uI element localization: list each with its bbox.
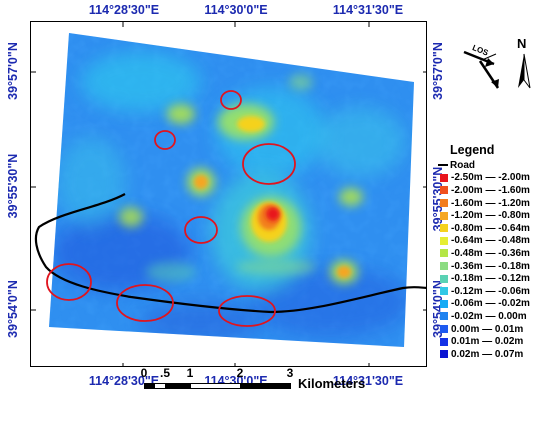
legend-class-row: -0.48m — -0.36m (436, 247, 550, 260)
legend-class-row: 0.02m — 0.07m (436, 348, 550, 361)
legend-class-label: -0.02m — 0.00m (451, 310, 527, 322)
scalebar: 0 .5 1 2 3 Kilometers (140, 366, 440, 406)
insar-image (49, 33, 414, 347)
subsidence-circle (218, 295, 276, 327)
legend-class-row: -0.18m — -0.12m (436, 272, 550, 285)
left-latitude-label: 39°54'0"N (6, 280, 20, 338)
scale-tick-label: 2 (236, 366, 244, 380)
scale-segment (165, 383, 191, 389)
legend-swatch (440, 173, 448, 182)
legend-class-row: -1.60m — -1.20m (436, 197, 550, 210)
legend-class-label: -2.00m — -1.60m (451, 184, 530, 196)
legend-title: Legend (450, 143, 495, 157)
subsidence-circle (116, 284, 174, 322)
legend-swatch (440, 299, 448, 308)
legend-swatch (440, 211, 448, 220)
legend-swatch (440, 199, 448, 208)
legend-road: Road (436, 159, 550, 172)
subsidence-circle (220, 90, 242, 110)
subsidence-circle (46, 263, 92, 301)
legend-swatch (440, 224, 448, 233)
legend-class-label: -1.20m — -0.80m (451, 210, 530, 222)
legend-class-row: -2.00m — -1.60m (436, 184, 550, 197)
legend-swatch (440, 337, 448, 346)
left-latitude-label: 39°57'0"N (6, 42, 20, 100)
legend-swatch (440, 350, 448, 359)
right-latitude-label: 39°57'0"N (431, 42, 445, 100)
legend-class-row: -0.06m — -0.02m (436, 298, 550, 311)
subsidence-circle (242, 143, 296, 185)
deformation-map (31, 22, 426, 366)
legend-class-label: -1.60m — -1.20m (451, 197, 530, 209)
scale-tick-label: 3 (286, 366, 294, 380)
legend-class-row: -0.02m — 0.00m (436, 310, 550, 323)
legend-class-row: -0.80m — -0.64m (436, 222, 550, 235)
legend-swatch (440, 236, 448, 245)
left-latitude-label: 39°55'30"N (6, 153, 20, 219)
legend-swatch (440, 287, 448, 296)
legend-class-label: -0.36m — -0.18m (451, 260, 530, 272)
graticule-ticks (31, 22, 426, 366)
legend-class-row: -0.64m — -0.48m (436, 235, 550, 248)
legend-class-row: -0.12m — -0.06m (436, 285, 550, 298)
legend: Legend Road -2.50m — -2.00m -2.00m — -1.6… (436, 143, 550, 361)
legend-class-row: 0.01m — 0.02m (436, 335, 550, 348)
legend-class-label: -0.48m — -0.36m (451, 247, 530, 259)
legend-class-label: -2.50m — -2.00m (451, 172, 530, 184)
subsidence-circle (154, 130, 176, 150)
scale-unit-label: Kilometers (298, 376, 366, 391)
legend-swatch (440, 325, 448, 334)
legend-swatch (440, 274, 448, 283)
legend-class-label: -0.06m — -0.02m (451, 298, 530, 310)
top-longitude-label: 114°30'0"E (204, 3, 268, 17)
scale-tick-label: .5 (159, 366, 171, 380)
top-longitude-label: 114°31'30"E (332, 3, 404, 17)
scale-segment (240, 383, 291, 389)
legend-road-label: Road (450, 159, 475, 171)
subsidence-circles (46, 90, 296, 327)
map-frame (30, 21, 427, 367)
compass: LOS N (458, 30, 544, 94)
top-longitude-label: 114°28'30"E (88, 3, 160, 17)
legend-class-row: -1.20m — -0.80m (436, 209, 550, 222)
legend-class-label: -0.80m — -0.64m (451, 222, 530, 234)
road-line-swatch (438, 164, 448, 167)
legend-class-label: -0.18m — -0.12m (451, 273, 530, 285)
legend-swatch (440, 186, 448, 195)
scale-tick-label: 1 (186, 366, 194, 380)
legend-class-label: 0.01m — 0.02m (451, 336, 524, 348)
legend-swatch (440, 249, 448, 258)
bottom-longitude-label: 114°28'30"E (88, 374, 160, 388)
subsidence-circle (184, 216, 218, 244)
legend-class-row: 0.00m — 0.01m (436, 323, 550, 336)
north-arrow-icon (518, 53, 531, 89)
legend-class-label: 0.02m — 0.07m (451, 348, 524, 360)
legend-class-label: -0.64m — -0.48m (451, 235, 530, 247)
los-arrow-icon (463, 50, 500, 89)
scale-segment (190, 383, 241, 389)
scale-tick-label: 0 (140, 366, 148, 380)
legend-class-row: -0.36m — -0.18m (436, 260, 550, 273)
north-label: N (517, 36, 526, 51)
bottom-longitude-label: 114°31'30"E (332, 374, 404, 388)
legend-class-label: 0.00m — 0.01m (451, 323, 524, 335)
road-line (34, 193, 426, 314)
legend-class-row: -2.50m — -2.00m (436, 172, 550, 185)
legend-swatch (440, 312, 448, 321)
legend-swatch (440, 262, 448, 271)
legend-class-label: -0.12m — -0.06m (451, 285, 530, 297)
